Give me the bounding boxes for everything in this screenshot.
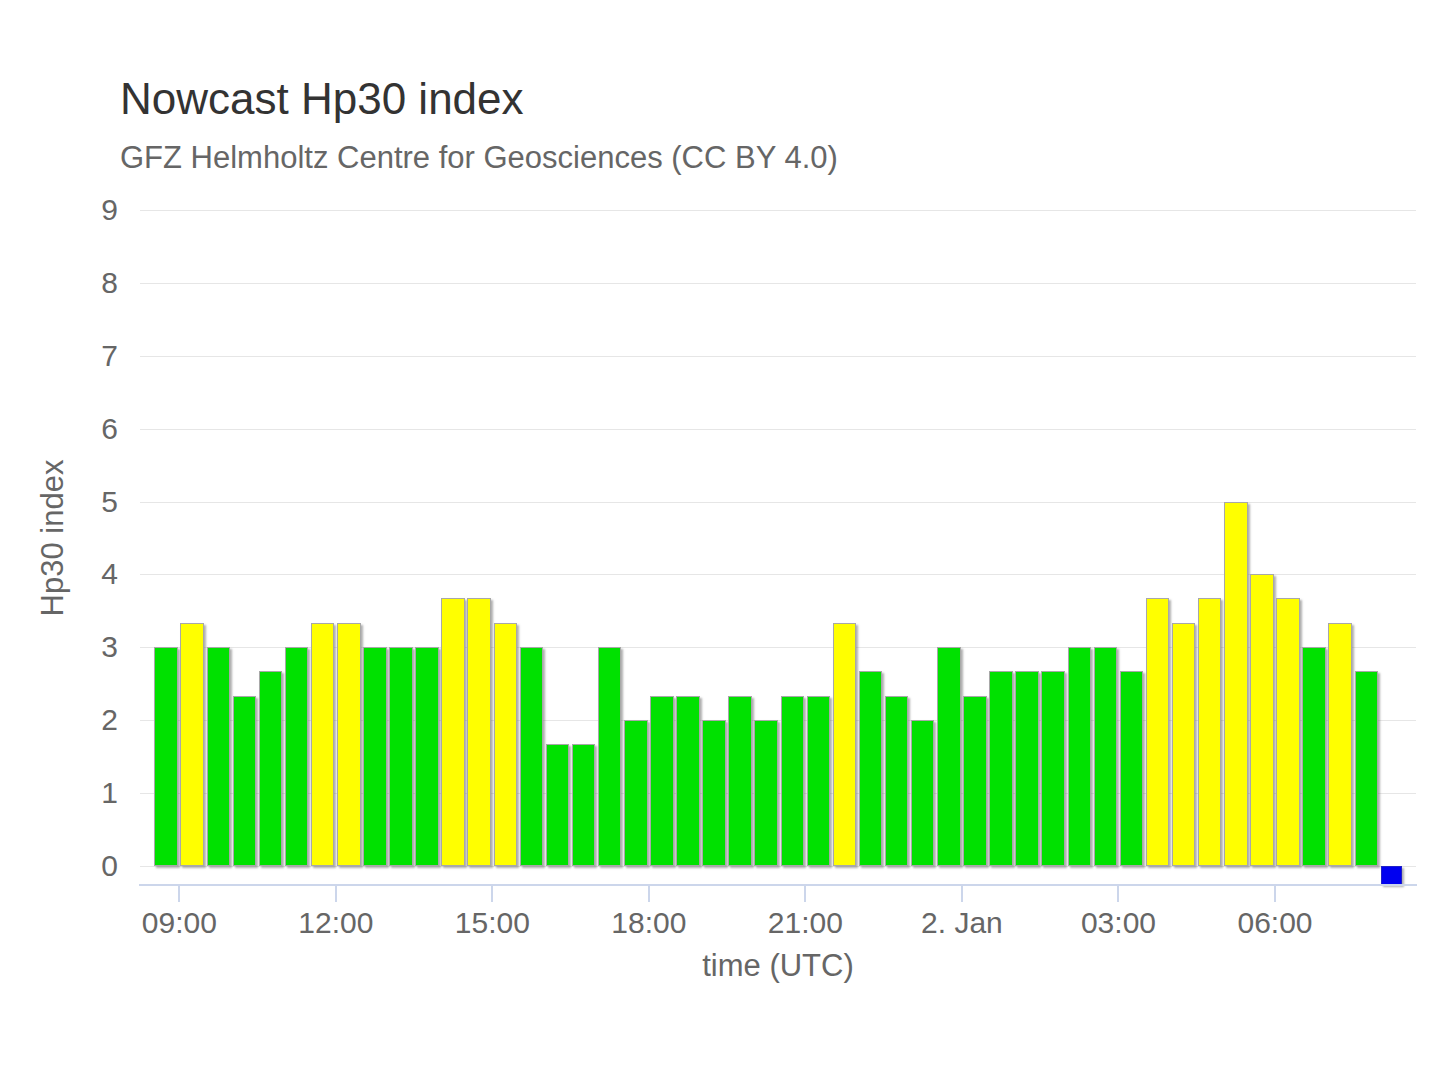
y-axis-tick-label: 0 [0, 849, 118, 883]
bar-04:30[interactable] [1198, 598, 1221, 866]
bar-15:30[interactable] [520, 647, 543, 866]
bar-19:30[interactable] [728, 696, 751, 866]
chart-subtitle: GFZ Helmholtz Centre for Geosciences (CC… [120, 140, 838, 176]
y-axis-tick-label: 9 [0, 193, 118, 227]
bar-16:30[interactable] [572, 744, 595, 866]
x-axis-tick-label: 06:00 [1237, 906, 1312, 940]
y-axis-title: Hp30 index [35, 460, 71, 617]
y-axis-tick-label: 6 [0, 412, 118, 446]
x-axis-tick-label: 09:00 [142, 906, 217, 940]
y-axis-tick-label: 8 [0, 266, 118, 300]
current-interval-marker[interactable] [1381, 866, 1402, 885]
bar-18:30[interactable] [676, 696, 699, 866]
bar-11:30[interactable] [311, 623, 334, 866]
x-axis-line [139, 884, 1417, 886]
chart-title: Nowcast Hp30 index [120, 74, 524, 124]
bar-02:30[interactable] [1094, 647, 1117, 866]
y-axis-tick-label: 3 [0, 630, 118, 664]
bar-00:00[interactable] [963, 696, 986, 866]
bar-07:30[interactable] [1355, 671, 1378, 866]
bar-05:00[interactable] [1224, 502, 1247, 866]
x-axis-tick [335, 886, 337, 902]
x-axis-tick-label: 18:00 [611, 906, 686, 940]
bar-13:00[interactable] [389, 647, 412, 866]
y-axis-tick-label: 5 [0, 485, 118, 519]
y-axis-tick-label: 1 [0, 776, 118, 810]
bar-17:30[interactable] [624, 720, 647, 866]
x-axis-tick [1117, 886, 1119, 902]
bar-08:30[interactable] [154, 647, 177, 866]
gridline [140, 210, 1416, 211]
bar-03:30[interactable] [1146, 598, 1169, 866]
bar-22:00[interactable] [859, 671, 882, 866]
bar-06:00[interactable] [1276, 598, 1299, 866]
bar-06:30[interactable] [1302, 647, 1325, 866]
bar-13:30[interactable] [415, 647, 438, 866]
bar-09:30[interactable] [207, 647, 230, 866]
bar-22:30[interactable] [885, 696, 908, 866]
bar-14:30[interactable] [467, 598, 490, 866]
bar-12:30[interactable] [363, 647, 386, 866]
bar-02:00[interactable] [1068, 647, 1091, 866]
x-axis-tick [961, 886, 963, 902]
bar-21:30[interactable] [833, 623, 856, 866]
bar-10:00[interactable] [233, 696, 256, 866]
bar-23:30[interactable] [937, 647, 960, 866]
y-axis-tick-label: 4 [0, 557, 118, 591]
x-axis-tick-label: 12:00 [298, 906, 373, 940]
y-axis-tick-label: 7 [0, 339, 118, 373]
x-axis-tick-label: 2. Jan [921, 906, 1003, 940]
y-axis-tick-label: 2 [0, 703, 118, 737]
bar-09:00[interactable] [180, 623, 203, 866]
bar-10:30[interactable] [259, 671, 282, 866]
bar-20:00[interactable] [754, 720, 777, 866]
bar-21:00[interactable] [807, 696, 830, 866]
gridline [140, 866, 1416, 867]
bar-17:00[interactable] [598, 647, 621, 866]
x-axis-tick [648, 886, 650, 902]
bar-18:00[interactable] [650, 696, 673, 866]
bar-01:30[interactable] [1041, 671, 1064, 866]
bar-05:30[interactable] [1250, 574, 1273, 866]
x-axis-tick [1274, 886, 1276, 902]
bar-23:00[interactable] [911, 720, 934, 866]
bar-11:00[interactable] [285, 647, 308, 866]
bar-15:00[interactable] [494, 623, 517, 866]
bar-01:00[interactable] [1015, 671, 1038, 866]
bar-00:30[interactable] [989, 671, 1012, 866]
x-axis-title: time (UTC) [702, 948, 854, 984]
bar-20:30[interactable] [781, 696, 804, 866]
bar-04:00[interactable] [1172, 623, 1195, 866]
x-axis-tick [491, 886, 493, 902]
hp30-nowcast-chart: Nowcast Hp30 index GFZ Helmholtz Centre … [0, 0, 1440, 1080]
x-axis-tick [178, 886, 180, 902]
x-axis-tick-label: 15:00 [455, 906, 530, 940]
gridline [140, 429, 1416, 430]
x-axis-tick-label: 21:00 [768, 906, 843, 940]
bar-07:00[interactable] [1328, 623, 1351, 866]
bar-19:00[interactable] [702, 720, 725, 866]
bar-16:00[interactable] [546, 744, 569, 866]
bar-12:00[interactable] [337, 623, 360, 866]
x-axis-tick-label: 03:00 [1081, 906, 1156, 940]
x-axis-tick [804, 886, 806, 902]
gridline [140, 283, 1416, 284]
bar-14:00[interactable] [441, 598, 464, 866]
gridline [140, 356, 1416, 357]
bar-03:00[interactable] [1120, 671, 1143, 866]
